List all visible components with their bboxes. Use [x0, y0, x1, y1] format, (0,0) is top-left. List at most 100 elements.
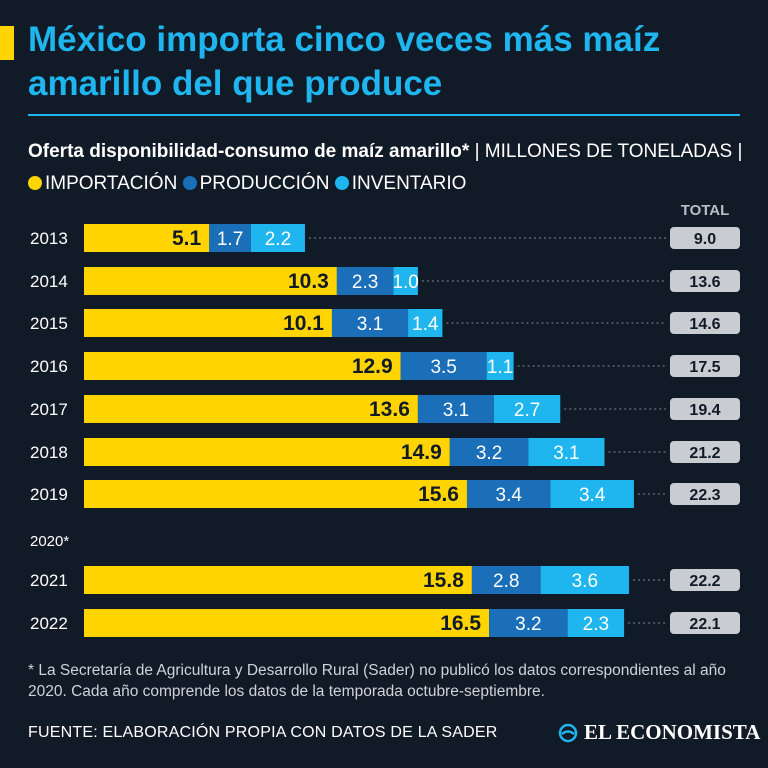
legend-label-produccion: PRODUCCIÓN — [199, 173, 330, 194]
bar-segment-inventario — [393, 267, 418, 295]
bar-value-label: 15.8 — [423, 569, 464, 592]
bar-value-label: 15.6 — [418, 483, 459, 506]
bar-value-label: 5.1 — [172, 227, 202, 250]
legend-dot-inventario — [334, 176, 349, 190]
year-label: 2021 — [30, 571, 68, 590]
year-label: 2016 — [30, 357, 68, 376]
legend-label-importacion: IMPORTACIÓN — [45, 173, 178, 194]
legend-item-inventario: INVENTARIO — [334, 173, 467, 194]
bar-segment-producción — [489, 609, 568, 637]
total-value: 9.0 — [694, 231, 716, 248]
bar-segment-importación — [84, 267, 337, 295]
bar-segment-inventario — [528, 438, 605, 466]
year-label: 2015 — [30, 314, 68, 333]
bar-segment-producción — [331, 309, 409, 337]
bar-value-label: 2.3 — [583, 614, 609, 635]
year-label: 2020* — [30, 533, 69, 550]
brand-logo-text: EL ECONOMISTA — [584, 720, 761, 744]
total-pill — [670, 569, 740, 591]
bar-segment-importación — [84, 352, 401, 380]
bar-segment-importación — [84, 395, 418, 423]
year-label: 2022 — [30, 614, 68, 633]
bar-segment-importación — [84, 224, 210, 252]
bar-segment-inventario — [540, 566, 630, 594]
total-pill — [670, 441, 740, 463]
bar-value-label: 12.9 — [352, 355, 393, 378]
bar-value-label: 3.5 — [430, 357, 456, 378]
total-pill — [670, 355, 740, 377]
total-value: 14.6 — [689, 316, 720, 333]
bar-value-label: 3.4 — [496, 485, 523, 506]
total-pill — [670, 612, 740, 634]
year-label: 2017 — [30, 400, 68, 419]
bar-segment-importación — [84, 566, 472, 594]
chart-subtitle: Oferta disponibilidad-consumo de maíz am… — [28, 136, 744, 200]
bar-segment-producción — [209, 224, 251, 252]
total-pill — [670, 270, 740, 292]
bar-value-label: 1.0 — [392, 272, 418, 293]
bar-segment-inventario — [550, 480, 634, 508]
bar-segment-importación — [84, 438, 450, 466]
bar-value-label: 3.6 — [572, 571, 598, 592]
bar-value-label: 14.9 — [401, 441, 442, 464]
subtitle-unit: | MILLONES DE TONELADAS | — [469, 141, 743, 162]
bar-value-label: 16.5 — [440, 612, 481, 635]
bar-segment-producción — [449, 438, 529, 466]
bar-segment-inventario — [250, 224, 305, 252]
brand-logo-icon — [558, 723, 578, 742]
total-value: 13.6 — [689, 274, 720, 291]
legend-dot-importacion — [28, 176, 42, 190]
bar-value-label: 2.8 — [493, 571, 519, 592]
bar-segment-inventario — [493, 395, 561, 423]
legend-label-inventario: INVENTARIO — [351, 173, 467, 194]
source-credit: FUENTE: ELABORACIÓN PROPIA CON DATOS DE … — [28, 724, 498, 741]
bar-segment-producción — [417, 395, 494, 423]
bar-value-label: 1.7 — [217, 229, 243, 250]
year-label: 2013 — [30, 229, 68, 248]
year-label: 2018 — [30, 443, 68, 462]
total-header: TOTAL — [681, 202, 730, 219]
total-pill — [670, 312, 740, 334]
bar-value-label: 10.1 — [283, 312, 324, 335]
bar-segment-producción — [466, 480, 551, 508]
page-title: México importa cinco veces más maíz amar… — [28, 20, 661, 103]
bar-segment-inventario — [486, 352, 514, 380]
bar-segment-importación — [84, 609, 490, 637]
year-label: 2014 — [30, 272, 68, 291]
total-value: 19.4 — [689, 402, 720, 419]
total-pill — [670, 398, 740, 420]
legend-item-importacion: IMPORTACIÓN — [28, 173, 177, 194]
bar-value-label: 3.2 — [515, 614, 541, 635]
bar-value-label: 3.4 — [579, 485, 606, 506]
stacked-bar-chart: TOTAL 2013 5.1 1.7 2.2 9.0 2014 10.3 2.3 1.0 13.6 2… — [30, 202, 740, 637]
bar-value-label: 3.1 — [357, 314, 383, 335]
bar-segment-importación — [84, 309, 332, 337]
bar-segment-inventario — [408, 309, 443, 337]
legend-dot-produccion — [182, 176, 197, 190]
footnote: * La Secretaría de Agricultura y Desarro… — [28, 662, 726, 700]
bar-value-label: 2.3 — [352, 272, 378, 293]
bar-value-label: 1.4 — [412, 314, 439, 335]
bar-value-label: 2.7 — [514, 400, 540, 421]
total-value: 22.1 — [689, 616, 720, 633]
bar-value-label: 10.3 — [288, 270, 329, 293]
bar-value-label: 1.1 — [487, 357, 513, 378]
bar-segment-inventario — [567, 609, 625, 637]
bar-segment-producción — [400, 352, 487, 380]
total-value: 22.3 — [689, 487, 720, 504]
bar-segment-producción — [336, 267, 394, 295]
total-value: 22.2 — [689, 573, 720, 590]
total-value: 21.2 — [689, 445, 720, 462]
bar-value-label: 3.1 — [443, 400, 469, 421]
total-pill — [670, 483, 740, 505]
bar-segment-producción — [471, 566, 541, 594]
bar-value-label: 2.2 — [265, 229, 291, 250]
title-divider — [28, 114, 740, 116]
bar-value-label: 3.1 — [553, 443, 579, 464]
brand-logo: EL ECONOMISTA — [558, 720, 760, 745]
bar-value-label: 13.6 — [369, 398, 410, 421]
total-value: 17.5 — [689, 359, 720, 376]
legend-item-produccion: PRODUCCIÓN — [182, 173, 330, 194]
bar-value-label: 3.2 — [476, 443, 502, 464]
accent-bar — [0, 26, 14, 60]
